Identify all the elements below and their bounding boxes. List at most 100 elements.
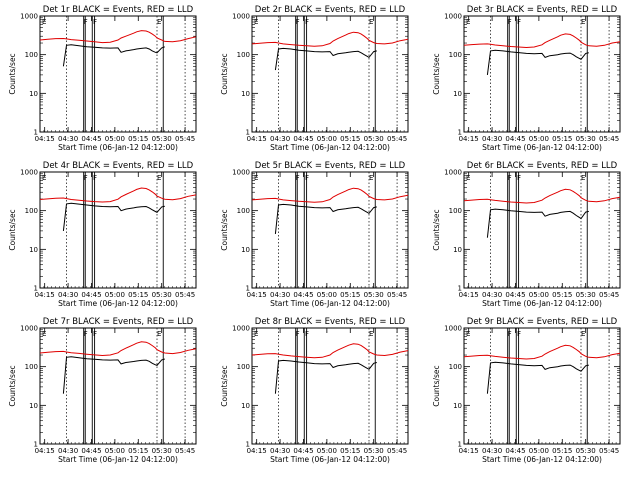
x-tick-label: 05:00 xyxy=(105,291,125,299)
attenuator-label: E xyxy=(369,174,373,182)
x-tick-label: 05:15 xyxy=(128,135,148,143)
attenuator-label: F xyxy=(305,174,309,182)
y-axis-label: Counts/sec xyxy=(8,209,17,250)
x-tick-label: 04:15 xyxy=(35,447,55,455)
y-tick-label: 1000 xyxy=(232,13,250,21)
attenuator-label: F xyxy=(517,330,521,338)
x-tick-label: 05:30 xyxy=(364,291,384,299)
attenuator-label: E xyxy=(369,18,373,26)
x-tick-label: 04:45 xyxy=(81,291,101,299)
x-tick-label: 04:45 xyxy=(293,135,313,143)
series-events xyxy=(274,359,377,394)
x-tick-label: 05:45 xyxy=(175,291,195,299)
x-tick-label: 04:15 xyxy=(459,135,479,143)
x-tick-label: 04:45 xyxy=(505,447,525,455)
panel-3: Det 3r BLACK = Events, RED = LLD 1 10 100 10… xyxy=(432,5,621,152)
x-tick-label: 05:45 xyxy=(387,291,407,299)
x-tick-label: 04:15 xyxy=(247,135,267,143)
series-lld xyxy=(463,188,621,204)
y-axis-label: Counts/sec xyxy=(220,53,229,94)
x-tick-label: 04:30 xyxy=(482,135,502,143)
x-tick-label: 05:30 xyxy=(576,447,596,455)
attenuator-label: E xyxy=(466,330,470,338)
attenuator-label: F xyxy=(93,330,97,338)
panel-title: Det 6r BLACK = Events, RED = LLD xyxy=(467,161,618,171)
attenuator-label: F xyxy=(84,330,88,338)
attenuator-label: E xyxy=(157,174,161,182)
x-tick-label: 05:45 xyxy=(599,447,619,455)
attenuator-label: E xyxy=(581,174,585,182)
y-tick-label: 100 xyxy=(449,363,462,371)
x-tick-label: 05:15 xyxy=(552,447,572,455)
y-axis-label: Counts/sec xyxy=(220,209,229,250)
x-tick-label: 04:45 xyxy=(81,135,101,143)
attenuator-label: E xyxy=(466,18,470,26)
attenuator-label: E xyxy=(581,18,585,26)
y-tick-label: 1000 xyxy=(444,13,462,21)
x-tick-label: 04:30 xyxy=(482,291,502,299)
y-tick-label: 100 xyxy=(237,363,250,371)
x-tick-label: 05:00 xyxy=(317,447,337,455)
y-tick-label: 10 xyxy=(29,90,38,98)
plot-frame xyxy=(251,327,409,445)
y-tick-label: 1000 xyxy=(232,169,250,177)
attenuator-label: F xyxy=(296,18,300,26)
x-tick-label: 05:00 xyxy=(105,135,125,143)
y-tick-label: 1000 xyxy=(20,169,38,177)
y-tick-label: 1 xyxy=(246,129,250,137)
y-tick-label: 1 xyxy=(34,441,38,449)
panel-7: Det 7r BLACK = Events, RED = LLD 1 10 100 10… xyxy=(8,317,197,464)
y-tick-label: 10 xyxy=(453,402,462,410)
series-lld xyxy=(251,343,409,359)
y-tick-label: 1 xyxy=(458,441,462,449)
attenuator-label: F xyxy=(296,330,300,338)
y-tick-label: 100 xyxy=(449,51,462,59)
x-tick-label: 04:45 xyxy=(81,447,101,455)
series-events xyxy=(62,44,165,67)
y-axis-label: Counts/sec xyxy=(8,53,17,94)
x-tick-label: 05:30 xyxy=(152,135,172,143)
attenuator-label: F xyxy=(93,18,97,26)
attenuator-label: F xyxy=(508,174,512,182)
x-tick-label: 05:45 xyxy=(175,135,195,143)
attenuator-label: E xyxy=(369,330,373,338)
series-lld xyxy=(39,30,197,44)
x-tick-label: 04:30 xyxy=(270,135,290,143)
y-tick-label: 10 xyxy=(29,246,38,254)
y-tick-label: 10 xyxy=(241,402,250,410)
attenuator-label: E xyxy=(466,174,470,182)
y-tick-label: 1 xyxy=(458,285,462,293)
attenuator-label: F xyxy=(84,18,88,26)
x-tick-label: 05:15 xyxy=(340,447,360,455)
attenuator-label: F xyxy=(517,18,521,26)
x-tick-label: 05:15 xyxy=(552,135,572,143)
series-lld xyxy=(463,33,621,49)
series-lld xyxy=(39,187,197,203)
x-tick-label: 04:30 xyxy=(270,291,290,299)
y-tick-label: 100 xyxy=(25,363,38,371)
x-tick-label: 04:30 xyxy=(482,447,502,455)
attenuator-label: F xyxy=(508,330,512,338)
y-tick-label: 100 xyxy=(25,207,38,215)
panel-title: Det 3r BLACK = Events, RED = LLD xyxy=(467,5,618,15)
y-tick-label: 1 xyxy=(34,285,38,293)
panel-title: Det 1r BLACK = Events, RED = LLD xyxy=(43,5,194,15)
panel-1: Det 1r BLACK = Events, RED = LLD 1 10 100 10… xyxy=(8,5,197,152)
x-tick-label: 05:30 xyxy=(576,291,596,299)
y-tick-label: 100 xyxy=(237,207,250,215)
attenuator-label: F xyxy=(84,174,88,182)
x-tick-label: 05:15 xyxy=(128,447,148,455)
x-axis-label: Start Time (06-Jan-12 04:12:00) xyxy=(58,299,178,308)
y-tick-label: 10 xyxy=(241,246,250,254)
attenuator-label: E xyxy=(254,174,258,182)
attenuator-label: E xyxy=(581,330,585,338)
x-axis-label: Start Time (06-Jan-12 04:12:00) xyxy=(482,143,602,152)
y-tick-label: 1000 xyxy=(20,325,38,333)
panel-8: Det 8r BLACK = Events, RED = LLD 1 10 100 10… xyxy=(220,317,409,464)
y-axis-label: Counts/sec xyxy=(220,365,229,406)
attenuator-label: E xyxy=(157,330,161,338)
y-tick-label: 100 xyxy=(25,51,38,59)
y-tick-label: 1000 xyxy=(20,13,38,21)
x-tick-label: 04:30 xyxy=(58,291,78,299)
